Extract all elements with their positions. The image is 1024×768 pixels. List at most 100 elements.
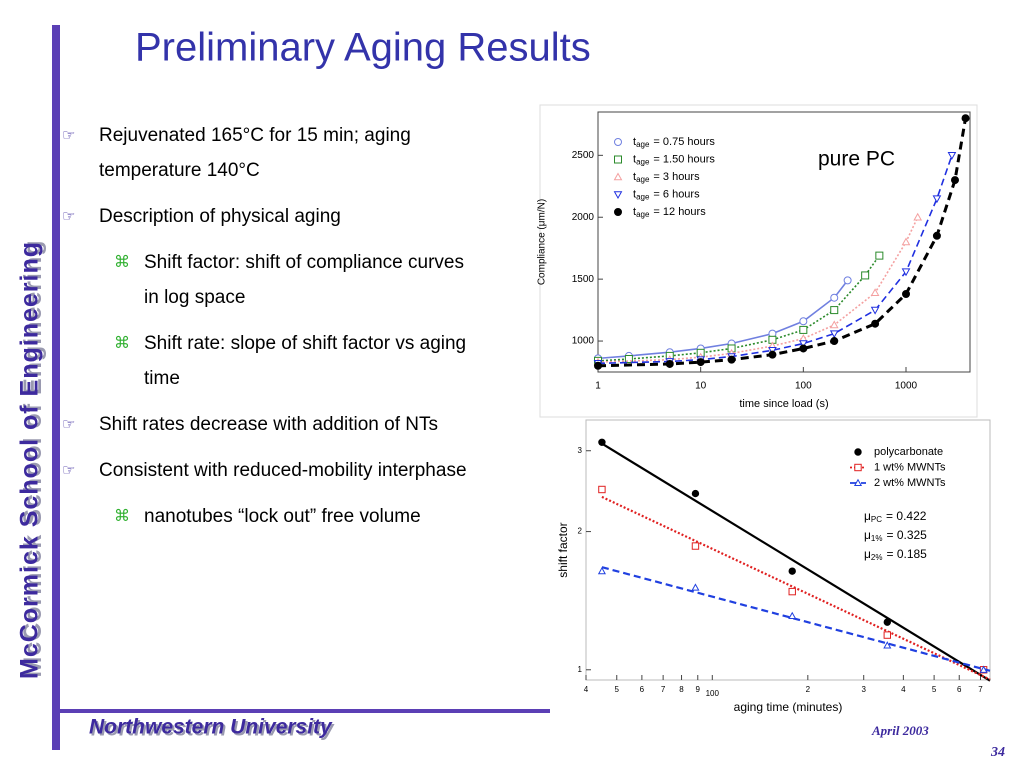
legend-entry: tage = 6 hours	[633, 188, 700, 201]
marker	[843, 276, 852, 285]
legend-entry: tage = 0.75 hours	[633, 136, 715, 149]
marker	[788, 611, 797, 619]
series-line	[597, 155, 953, 365]
footer-text: Northwestern University	[89, 716, 333, 739]
sub-bullet: ⌘ Shift factor: shift of compliance curve…	[114, 245, 492, 315]
side-bar	[52, 25, 60, 750]
x-tick-label: 3	[861, 685, 866, 694]
legend-sub: age	[636, 193, 650, 202]
marker	[829, 330, 839, 339]
marker	[691, 542, 700, 550]
footer-shadow: Northwestern University	[91, 718, 335, 741]
x-tick-label: 6	[957, 685, 962, 694]
fit-line	[601, 495, 991, 681]
marker	[932, 231, 941, 240]
marker	[830, 293, 839, 302]
marker	[598, 485, 606, 494]
y-axis-label: shift factor	[556, 522, 570, 577]
marker	[768, 350, 777, 359]
marker	[597, 566, 606, 575]
sub-bullet-text: Shift factor: shift of compliance curves…	[144, 252, 464, 308]
marker	[614, 138, 622, 146]
marker	[614, 208, 622, 216]
sidebar-text: McCormick School of Engineering	[16, 241, 44, 679]
marker	[947, 152, 957, 160]
legend-rest: = 12 hours	[653, 206, 706, 218]
legend-sub: age	[636, 210, 650, 219]
fit-line	[601, 566, 991, 672]
marker	[854, 463, 862, 472]
marker	[875, 251, 884, 260]
marker	[861, 271, 870, 280]
marker	[727, 355, 736, 364]
x-tick-label: 4	[584, 685, 589, 694]
sub-bullet-text: Shift rate: slope of shift factor vs agi…	[144, 333, 467, 389]
x-axis-label: aging time (minutes)	[734, 700, 843, 714]
plot-frame	[585, 419, 991, 681]
annotation-symbol: μ	[864, 547, 871, 561]
legend-sub: age	[636, 175, 650, 184]
sub-bullet: ⌘ Shift rate: slope of shift factor vs ag…	[114, 326, 492, 396]
x-tick-label: 100	[706, 689, 720, 698]
legend-entry: polycarbonate	[874, 446, 943, 458]
legend-rest: = 6 hours	[653, 188, 700, 200]
x-tick-label: 100	[795, 381, 812, 392]
marker	[902, 290, 911, 298]
page-number: 34	[990, 745, 1005, 760]
bullet-list: ☞ Rejuvenated 165°C for 15 min; aging tem…	[62, 118, 492, 534]
legend-name: t	[633, 188, 636, 200]
marker	[598, 438, 606, 446]
annotation-sub: 1%	[871, 534, 883, 543]
annotation-symbol: μ	[864, 509, 871, 523]
legend-name: t	[633, 206, 636, 218]
sub-bullet-text: nanotubes “lock out” free volume	[144, 506, 421, 527]
marker	[613, 172, 623, 181]
legend-entry: tage = 1.50 hours	[633, 153, 715, 166]
legend-name: t	[633, 136, 636, 148]
marker	[830, 337, 839, 346]
y-tick-label: 2000	[572, 212, 595, 223]
marker	[853, 478, 863, 487]
series-line	[597, 255, 881, 362]
marker	[613, 191, 623, 200]
chart-panel	[539, 104, 978, 418]
bullet-group: ☞ Description of physical aging ⌘ Shift fac…	[62, 199, 492, 396]
bullet-marker: ☞	[62, 462, 76, 479]
marker	[799, 317, 808, 326]
marker	[901, 237, 911, 246]
x-tick-label: 5	[932, 685, 937, 694]
marker	[691, 489, 700, 498]
x-tick-label: 9	[696, 685, 701, 694]
legend-rest: = 3 hours	[653, 171, 700, 183]
marker	[871, 319, 880, 328]
sub-bullet-marker: ⌘	[114, 508, 130, 525]
x-tick-label: 8	[679, 685, 684, 694]
legend-rest: = 1.50 hours	[653, 153, 715, 165]
bullet: ☞ Consistent with reduced-mobility interp…	[62, 453, 492, 488]
marker	[799, 344, 808, 353]
marker	[883, 618, 891, 626]
marker	[932, 195, 942, 204]
marker	[870, 306, 880, 315]
marker	[830, 306, 839, 315]
legend-entry: 1 wt% MWNTs	[874, 461, 946, 473]
slide-title: Preliminary Aging Results	[135, 26, 591, 70]
y-tick-label: 1	[578, 665, 583, 674]
bullet: ☞ Rejuvenated 165°C for 15 min; aging tem…	[62, 118, 492, 188]
x-axis-label: time since load (s)	[739, 398, 828, 410]
legend-name: t	[633, 171, 636, 183]
footer-rule	[60, 709, 550, 713]
y-tick-label: 2	[578, 527, 583, 536]
bullet-group: ☞ Consistent with reduced-mobility interp…	[62, 453, 492, 534]
marker	[901, 268, 911, 277]
marker	[979, 665, 988, 673]
y-tick-label: 3	[578, 446, 583, 455]
annotation-sub: PC	[871, 515, 882, 524]
y-tick-label: 1000	[572, 336, 595, 347]
marker	[913, 212, 923, 221]
marker	[788, 567, 796, 575]
annotation: pure PC	[818, 148, 895, 171]
marker	[870, 288, 880, 297]
marker	[961, 114, 970, 123]
